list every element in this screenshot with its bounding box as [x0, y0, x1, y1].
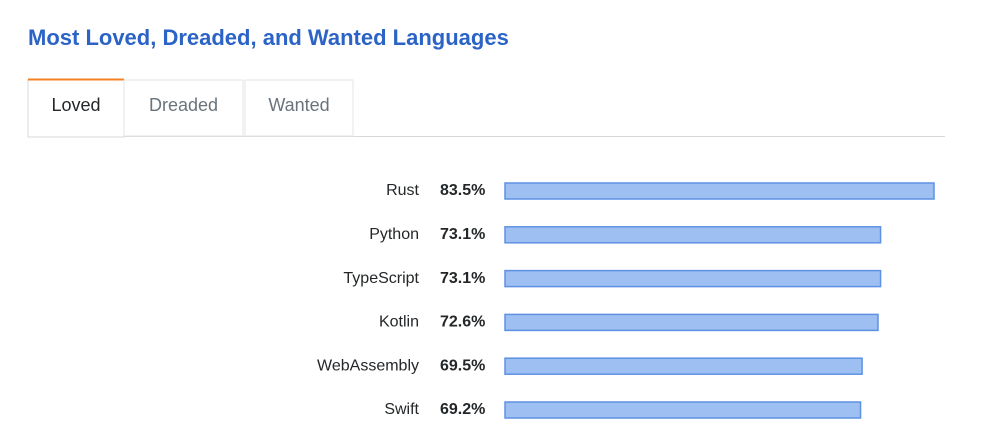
value-label: 72.6% [440, 314, 485, 331]
tab-label[interactable]: Loved [51, 95, 100, 115]
chart-title: Most Loved, Dreaded, and Wanted Language… [28, 25, 509, 50]
value-label: 69.5% [440, 357, 485, 374]
category-label: Rust [386, 182, 419, 199]
bar [504, 313, 879, 332]
bar [504, 226, 882, 244]
bar [504, 401, 862, 419]
value-label: 73.1% [440, 270, 485, 287]
bar [504, 357, 863, 375]
value-label: 69.2% [440, 401, 485, 418]
category-label: TypeScript [343, 270, 419, 287]
category-label: WebAssembly [317, 357, 419, 374]
bar [504, 269, 882, 288]
bar [504, 182, 935, 200]
tab[interactable] [244, 79, 354, 137]
tab[interactable] [123, 79, 244, 137]
category-label: Python [369, 226, 419, 243]
category-label: Kotlin [379, 314, 419, 331]
tab-label[interactable]: Dreaded [149, 95, 218, 115]
value-label: 73.1% [440, 226, 485, 243]
category-label: Swift [384, 401, 419, 418]
tab-label[interactable]: Wanted [268, 95, 329, 115]
value-label: 83.5% [440, 182, 485, 199]
